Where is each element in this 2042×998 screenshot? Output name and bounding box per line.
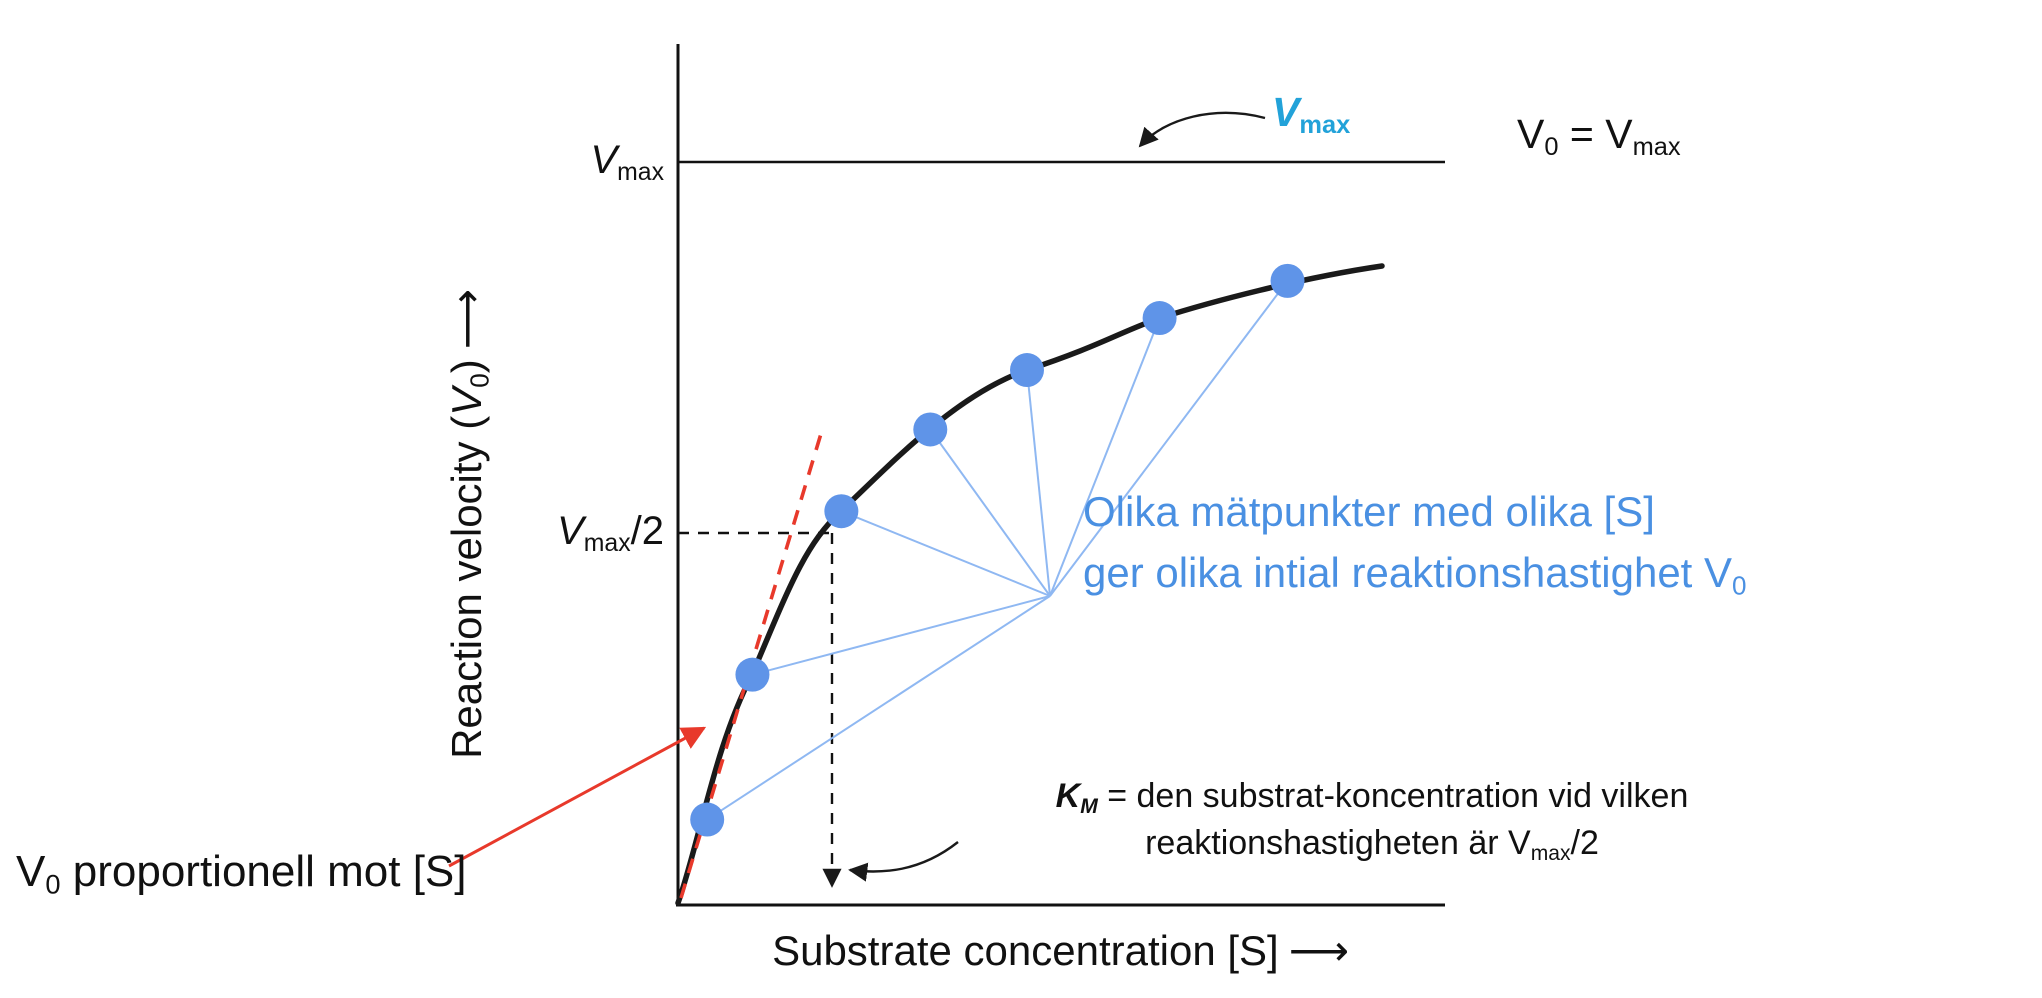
v0eq-vmax-subscript: max bbox=[1632, 133, 1681, 162]
vmax-tick-subscript: max bbox=[617, 158, 664, 186]
data-point bbox=[735, 657, 770, 692]
y-axis-title-text: Reaction velocity ( bbox=[443, 415, 491, 759]
y-tick-vmax-half: Vmax/2 bbox=[492, 507, 664, 559]
km-note-text2: reaktionshastigheten är V bbox=[1145, 824, 1531, 863]
km-note-line2: reaktionshastigheten är Vmax/2 bbox=[952, 821, 1792, 868]
data-point bbox=[1010, 353, 1044, 388]
data-point bbox=[913, 412, 948, 447]
callout-line bbox=[706, 595, 1051, 821]
vmax-callout-label: Vmax bbox=[1272, 88, 1350, 141]
y-axis-v-subscript: 0 bbox=[464, 373, 495, 388]
x-axis-title: Substrate concentration [S] ⟶ bbox=[676, 926, 1445, 976]
vmax-callout-symbol: V bbox=[1272, 89, 1300, 135]
callout-line bbox=[929, 428, 1051, 597]
prop-v-symbol: V bbox=[16, 847, 46, 896]
callout-line bbox=[1049, 317, 1161, 597]
v0eq-v0-symbol: V bbox=[1517, 111, 1545, 157]
km-symbol: K bbox=[1055, 777, 1081, 815]
callout-line bbox=[1049, 280, 1289, 597]
data-point bbox=[824, 494, 859, 529]
km-note-line1: KM = den substrat-koncentration vid vilk… bbox=[952, 774, 1792, 821]
v0eq-vmax-symbol: V bbox=[1605, 111, 1633, 157]
v0eq-v0-subscript: 0 bbox=[1544, 133, 1559, 162]
x-axis-arrow-glyph: ⟶ bbox=[1288, 927, 1349, 974]
data-point bbox=[690, 802, 725, 837]
km-callout-arrow bbox=[848, 841, 959, 882]
x-axis-title-text: Substrate concentration [S] bbox=[772, 927, 1279, 974]
y-tick-vmax: Vmax bbox=[512, 136, 664, 188]
vmax-half-tick-symbol: V bbox=[557, 509, 584, 553]
vmax-half-tick-suffix: /2 bbox=[630, 509, 664, 553]
vmax-tick-symbol: V bbox=[590, 138, 618, 182]
callout-line bbox=[752, 595, 1051, 676]
measurement-note-v0-subscript: 0 bbox=[1732, 570, 1747, 601]
km-note-vmax-subscript: max bbox=[1530, 842, 1571, 866]
mm-curve bbox=[675, 263, 1385, 906]
prop-note-text: proportionell mot [S] bbox=[60, 847, 467, 896]
y-axis-title-close: ) bbox=[443, 359, 491, 374]
data-point bbox=[1142, 301, 1177, 336]
km-note-text1: = den substrat-koncentration vid vilken bbox=[1097, 777, 1689, 815]
vmax-half-tick-subscript: max bbox=[583, 529, 631, 557]
callout-lines bbox=[706, 280, 1289, 821]
data-point bbox=[1270, 263, 1305, 298]
v0-proportional-note: V0 proportionell mot [S] bbox=[16, 846, 467, 901]
vmax-callout-arrow bbox=[1138, 111, 1266, 148]
km-subscript: M bbox=[1080, 794, 1098, 818]
y-axis-v-symbol: V bbox=[443, 387, 491, 416]
v0-equals-vmax-label: V0 = Vmax bbox=[1517, 110, 1681, 163]
measurement-note-line1: Olika mätpunkter med olika [S] bbox=[1083, 488, 1655, 535]
vmax-callout-subscript: max bbox=[1299, 111, 1351, 140]
v0eq-equals: = bbox=[1558, 111, 1606, 157]
km-definition-note: KM = den substrat-koncentration vid vilk… bbox=[952, 774, 1792, 869]
initial-slope-arrow bbox=[448, 726, 707, 868]
y-axis-arrow-glyph: ⟶ bbox=[443, 289, 491, 350]
measurement-note-line2: ger olika intial reaktionshastighet V0 bbox=[1083, 548, 1747, 601]
measurement-points-note: Olika mätpunkter med olika [S] ger olika… bbox=[1083, 482, 1747, 605]
prop-v-subscript: 0 bbox=[45, 868, 61, 900]
km-note-text3: /2 bbox=[1570, 824, 1599, 863]
callout-line bbox=[840, 510, 1051, 597]
callout-line bbox=[1026, 369, 1051, 597]
data-points bbox=[690, 263, 1305, 837]
y-axis-title: Reaction velocity (V0) ⟶ bbox=[442, 289, 496, 759]
